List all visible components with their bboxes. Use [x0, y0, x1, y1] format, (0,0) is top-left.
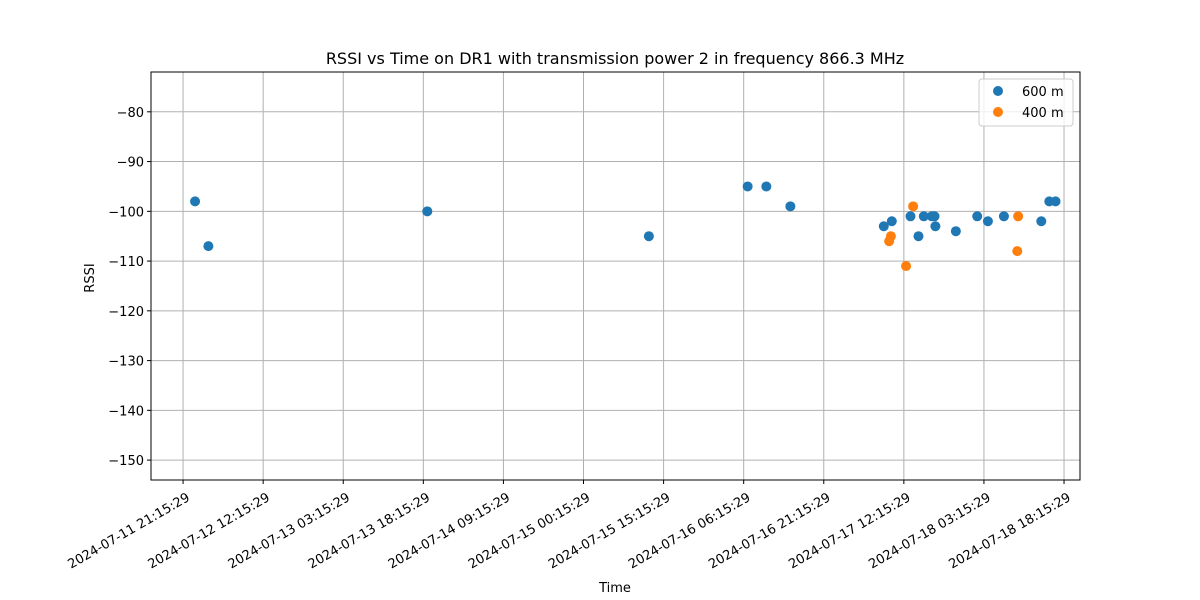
point-400m [901, 261, 912, 272]
legend: 600 m 400 m [978, 78, 1074, 127]
point-600m [918, 211, 929, 222]
point-600m [190, 196, 201, 207]
y-tick-label: −110 [108, 255, 144, 270]
y-tick-label: −130 [108, 355, 144, 370]
y-tick-label: −100 [108, 205, 144, 220]
legend-marker-600m [993, 86, 1003, 96]
legend-label-400m: 400 m [1022, 106, 1064, 121]
point-600m [203, 241, 214, 252]
data-points [190, 181, 1061, 272]
point-400m [1012, 246, 1023, 257]
point-600m [905, 211, 916, 222]
legend-marker-400m [993, 107, 1003, 117]
y-axis: −80 −90 −100 −110 −120 −130 −140 −150 [108, 106, 151, 469]
chart-title: RSSI vs Time on DR1 with transmission po… [326, 49, 904, 68]
point-600m [913, 231, 924, 242]
point-400m [885, 231, 896, 242]
y-tick-label: −120 [108, 305, 144, 320]
point-600m [972, 211, 983, 222]
plot-area [150, 71, 1081, 481]
point-600m [982, 216, 993, 227]
y-axis-label: RSSI [83, 263, 98, 292]
point-600m [742, 181, 753, 192]
point-400m [1013, 211, 1024, 222]
y-tick-label: −150 [108, 454, 144, 469]
point-600m [761, 181, 772, 192]
legend-label-600m: 600 m [1022, 85, 1064, 100]
point-600m [785, 201, 796, 212]
point-600m [1050, 196, 1061, 207]
y-tick-label: −140 [108, 404, 144, 419]
point-600m [998, 211, 1009, 222]
point-400m [908, 201, 919, 212]
y-tick-label: −80 [117, 106, 144, 121]
point-600m [950, 226, 961, 237]
grid [151, 72, 1080, 480]
point-600m [929, 211, 940, 222]
point-600m [1036, 216, 1047, 227]
point-600m [878, 221, 889, 232]
y-tick-label: −90 [117, 156, 144, 171]
point-600m [643, 231, 654, 242]
point-600m [422, 206, 433, 217]
point-600m [930, 221, 941, 232]
point-600m [886, 216, 897, 227]
x-axis-label: Time [598, 581, 631, 596]
